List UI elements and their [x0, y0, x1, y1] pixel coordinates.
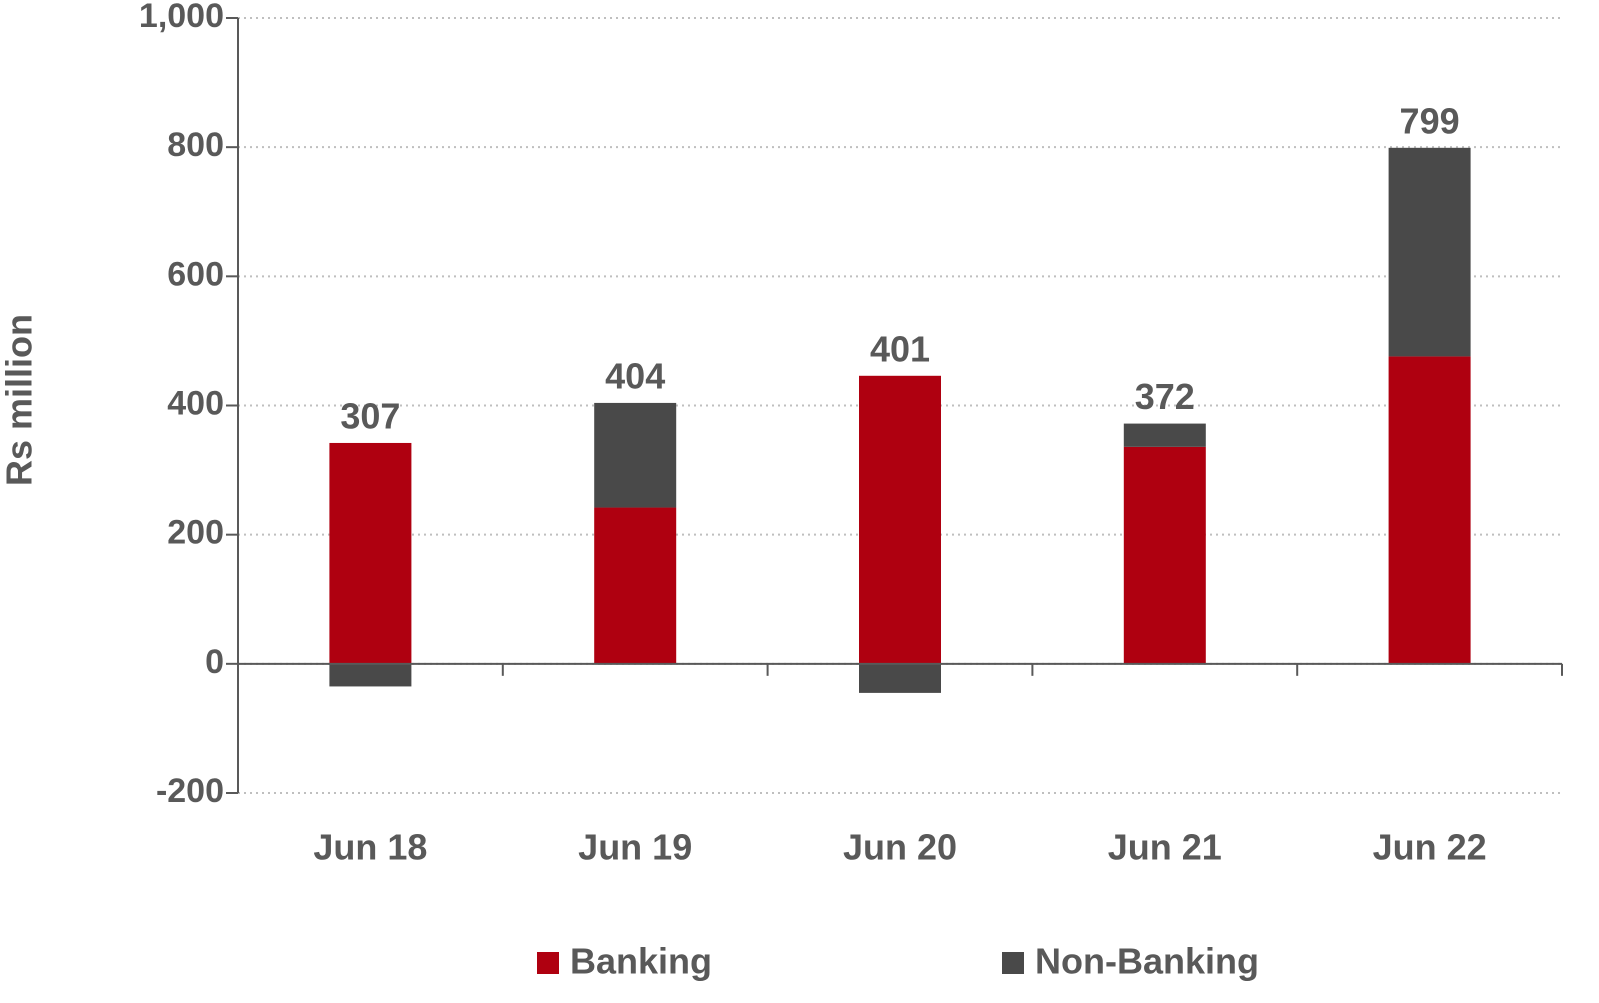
bar-segment	[1388, 147, 1471, 357]
bar-segment	[329, 663, 412, 687]
x-tick-label: Jun 22	[1373, 827, 1487, 868]
bar-segment	[594, 507, 677, 664]
y-tick-label: 800	[167, 126, 224, 164]
x-tick-label: Jun 18	[313, 827, 427, 868]
total-label: 372	[1135, 376, 1195, 417]
x-tick-label: Jun 20	[843, 827, 957, 868]
legend-label: Banking	[570, 941, 712, 982]
x-tick-label: Jun 19	[578, 827, 692, 868]
bar-segment	[1123, 423, 1206, 447]
y-axis-label: Rs million	[0, 314, 40, 486]
total-label: 401	[870, 328, 930, 369]
legend-label: Non-Banking	[1035, 941, 1259, 982]
bar-segment	[859, 375, 941, 664]
y-tick-label: -200	[156, 772, 224, 810]
total-label: 799	[1400, 100, 1460, 141]
y-tick-label: 1,000	[139, 0, 224, 35]
bar-segment	[859, 663, 941, 693]
y-tick-label: 400	[167, 384, 224, 422]
bar-segment	[1388, 356, 1471, 664]
legend-swatch	[1002, 952, 1024, 974]
bar-segment	[1123, 446, 1206, 664]
total-label: 307	[340, 395, 400, 436]
x-tick-label: Jun 21	[1108, 827, 1222, 868]
bar-segment	[329, 442, 412, 664]
y-tick-label: 600	[167, 255, 224, 293]
y-tick-label: 200	[167, 514, 224, 552]
legend-swatch	[537, 952, 559, 974]
y-tick-label: 0	[205, 643, 224, 681]
total-label: 404	[605, 355, 665, 396]
bar-segment	[594, 402, 677, 508]
